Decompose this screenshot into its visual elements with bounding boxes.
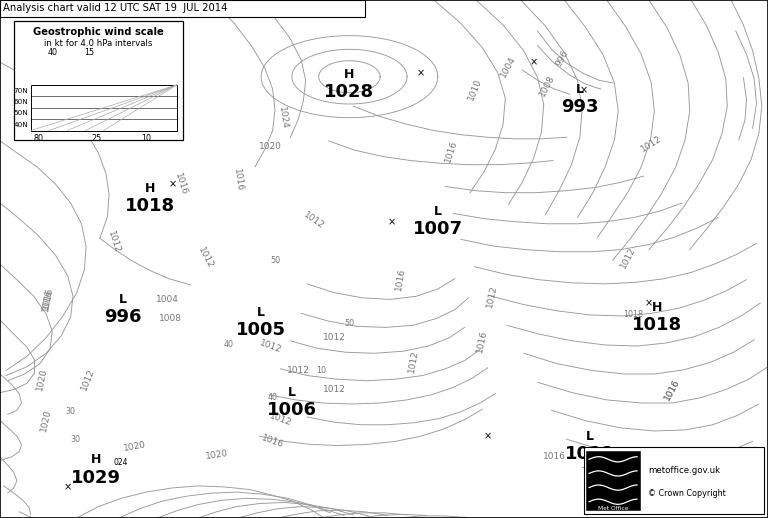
Text: ×: × [645,298,653,308]
Text: 1028: 1028 [324,83,375,100]
Text: 10: 10 [316,366,326,375]
Text: Analysis chart valid 12 UTC SAT 19  JUL 2014: Analysis chart valid 12 UTC SAT 19 JUL 2… [3,3,227,13]
Text: H: H [651,300,662,314]
Text: 1012: 1012 [323,333,346,342]
Text: in kt for 4.0 hPa intervals: in kt for 4.0 hPa intervals [44,39,153,48]
Text: 1016: 1016 [173,171,188,196]
Text: 1012: 1012 [197,246,215,270]
Text: L: L [119,293,127,306]
Bar [31,85,177,131]
Text: L: L [257,306,265,319]
Text: 40N: 40N [14,122,28,128]
Text: 1018: 1018 [631,316,682,334]
Text: 30: 30 [70,435,81,444]
Text: 1012: 1012 [268,411,293,428]
Bar [14,21,183,140]
Text: 50N: 50N [14,110,28,117]
Text: 1012: 1012 [619,246,637,270]
Text: 1020: 1020 [204,449,229,461]
Text: 1012: 1012 [639,134,664,154]
Text: 1010: 1010 [466,77,483,102]
Text: 024: 024 [114,457,128,467]
Text: 1016: 1016 [41,285,55,310]
Text: 1020: 1020 [259,141,282,151]
Text: L: L [586,430,594,443]
Text: 10: 10 [141,134,151,143]
Text: 1016: 1016 [663,377,681,402]
Text: L: L [576,83,584,96]
Text: ×: × [530,57,538,67]
Text: 40: 40 [267,393,278,402]
Text: metoffice.gov.uk: metoffice.gov.uk [647,466,720,474]
Text: 1012: 1012 [258,339,283,355]
Text: 1005: 1005 [236,321,286,339]
Text: L: L [288,386,296,399]
Text: H: H [344,67,355,81]
Text: 1018: 1018 [124,197,175,214]
Text: 1016: 1016 [260,433,285,450]
Text: 996: 996 [554,48,570,68]
Text: H: H [144,181,155,195]
Text: 50: 50 [344,319,355,328]
Text: 1016: 1016 [475,328,489,353]
Text: 1016: 1016 [444,139,459,164]
Text: 1007: 1007 [412,220,463,238]
Text: 70N: 70N [14,88,28,94]
Text: ×: × [417,68,425,79]
Text: 1020: 1020 [122,440,147,453]
Text: 1016: 1016 [232,168,244,192]
Bar [586,451,641,510]
Text: 1012: 1012 [323,385,346,394]
Text: 1008: 1008 [538,73,556,98]
Text: ×: × [580,85,588,96]
Text: 1012: 1012 [301,210,326,231]
Text: 25: 25 [91,134,102,143]
Text: 996: 996 [104,308,141,326]
Text: 1012: 1012 [106,230,121,255]
Text: ×: × [388,218,396,228]
Text: 1004: 1004 [499,54,518,79]
Text: 1008: 1008 [159,314,182,323]
Text: 1016: 1016 [663,377,681,402]
Text: 1012: 1012 [80,367,97,392]
Text: 1020: 1020 [39,409,53,433]
Text: ×: × [169,179,177,189]
Text: 30: 30 [65,407,76,416]
Text: © Crown Copyright: © Crown Copyright [647,489,726,498]
Text: 1024: 1024 [276,106,289,130]
Text: 1006: 1006 [266,401,317,419]
Text: 1012: 1012 [286,366,310,375]
Text: 1016: 1016 [41,289,54,312]
Text: 1029: 1029 [71,469,121,486]
Text: Met Office: Met Office [598,506,628,511]
Text: 50: 50 [270,255,280,265]
Text: 993: 993 [561,98,598,116]
Bar [0,0,365,17]
Text: 40: 40 [223,340,234,349]
Bar [584,447,764,514]
Text: 40: 40 [47,48,58,57]
Text: 1012: 1012 [407,350,419,373]
Text: 1016: 1016 [395,268,407,292]
Text: 1011: 1011 [564,445,615,463]
Text: 1004: 1004 [156,295,179,304]
Text: ×: × [484,431,492,441]
Text: 1020: 1020 [35,367,49,391]
Text: 60N: 60N [14,99,28,105]
Text: H: H [91,453,101,467]
Text: ×: × [64,482,71,492]
Text: 1018: 1018 [623,310,643,319]
Text: L: L [434,205,442,218]
Text: 80: 80 [33,134,44,143]
Text: 1012: 1012 [485,284,498,308]
Text: 15: 15 [84,48,94,57]
Text: 1016: 1016 [543,452,566,462]
Text: Geostrophic wind scale: Geostrophic wind scale [33,27,164,37]
